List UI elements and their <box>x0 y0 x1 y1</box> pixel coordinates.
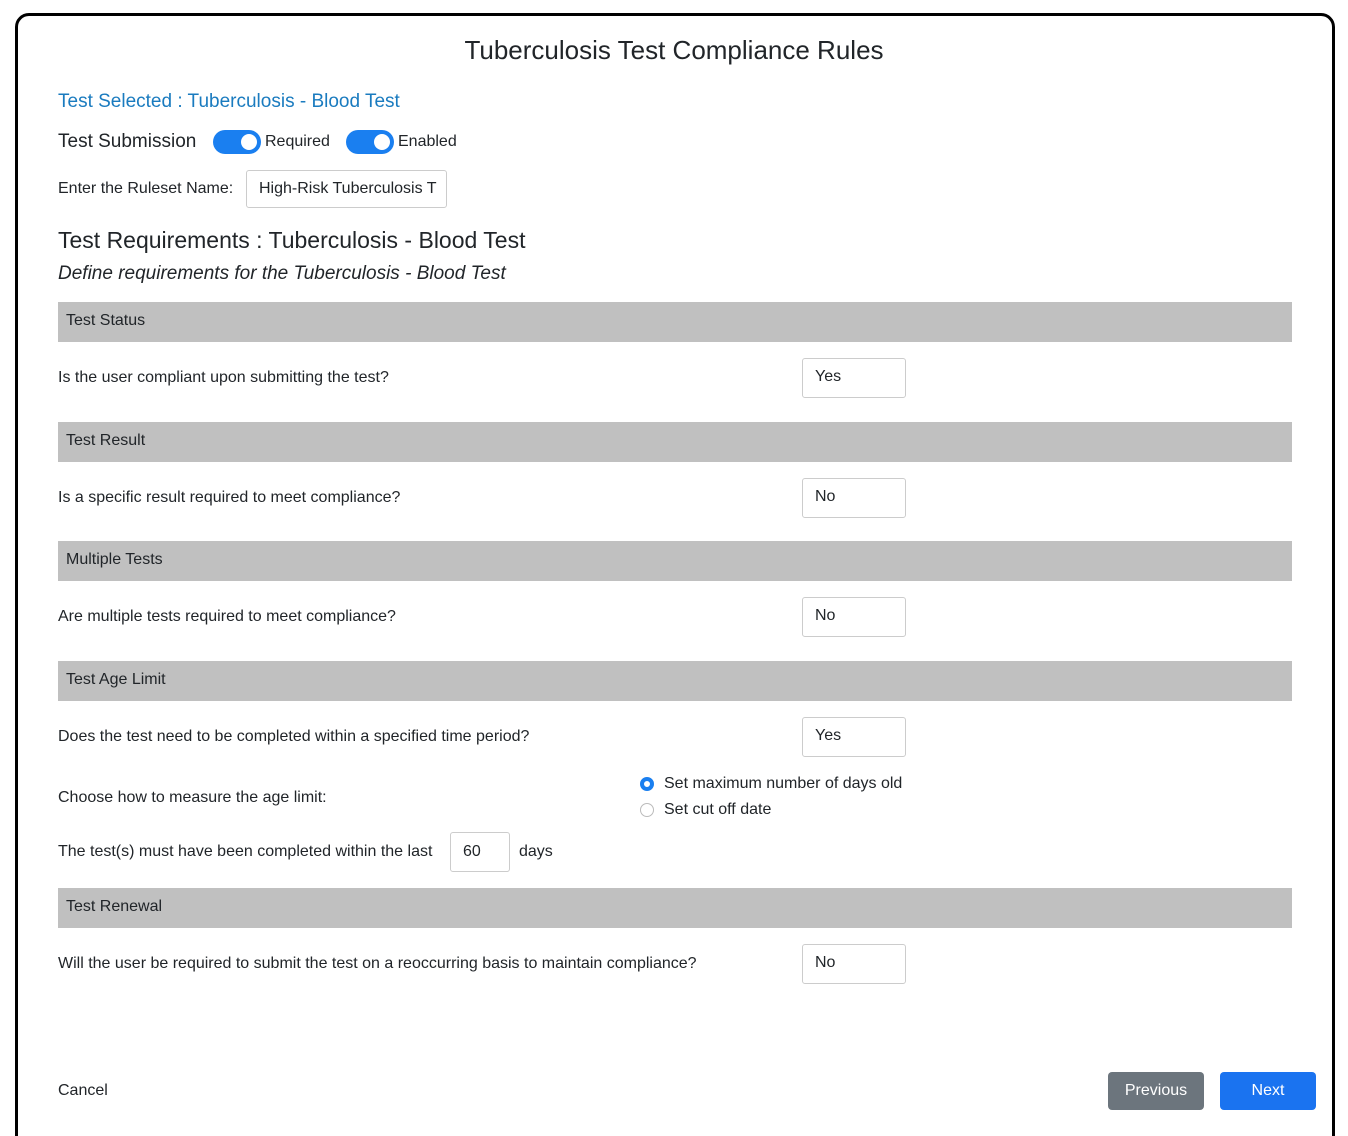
answer: No <box>815 488 836 505</box>
answer: No <box>815 607 836 624</box>
measure-label: Choose how to measure the age limit: <box>58 789 327 806</box>
title: Tuberculosis Test Compliance Rules <box>464 35 884 65</box>
answer-select[interactable]: Yes <box>802 358 906 398</box>
radio[interactable] <box>640 803 654 817</box>
radio[interactable] <box>640 777 654 791</box>
answer-select[interactable]: Yes <box>802 717 906 757</box>
previous-button[interactable]: Previous <box>1108 1072 1204 1110</box>
answer: No <box>815 954 836 971</box>
section-header: Test Status <box>58 302 1292 342</box>
days-value: 60 <box>463 843 481 860</box>
next-button[interactable]: Next <box>1220 1072 1316 1110</box>
section-title: Test Result <box>66 432 146 449</box>
days-prefix: The test(s) must have been completed wit… <box>58 843 433 860</box>
question: Are multiple tests required to meet comp… <box>58 608 396 625</box>
answer-select[interactable]: No <box>802 478 906 518</box>
section-header: Test Age Limit <box>58 661 1292 701</box>
section-header: Test Renewal <box>58 888 1292 928</box>
ruleset-value: High-Risk Tuberculosis T <box>259 180 437 197</box>
requirements-subheading: Define requirements for the Tuberculosis… <box>58 263 506 284</box>
submission-label: Test Submission <box>58 131 197 152</box>
radio-label: Set cut off date <box>664 801 772 818</box>
radio-label: Set maximum number of days old <box>664 775 903 792</box>
answer-select[interactable]: No <box>802 944 906 984</box>
days-input[interactable]: 60 <box>450 832 510 872</box>
answer: Yes <box>815 368 842 385</box>
test-selected: Test Selected : Tuberculosis - Blood Tes… <box>58 91 400 112</box>
requirements-heading: Test Requirements : Tuberculosis - Blood… <box>58 227 526 253</box>
section-header: Multiple Tests <box>58 541 1292 581</box>
question: Will the user be required to submit the … <box>58 955 697 972</box>
section-header: Test Result <box>58 422 1292 462</box>
ruleset-label: Enter the Ruleset Name: <box>58 180 234 197</box>
section-title: Test Status <box>66 312 146 329</box>
section-title: Multiple Tests <box>66 551 163 568</box>
toggle-label: Enabled <box>398 133 457 150</box>
answer-select[interactable]: No <box>802 597 906 637</box>
dialog <box>15 13 1335 1136</box>
toggle[interactable] <box>346 130 394 154</box>
cancel[interactable]: Cancel <box>58 1082 108 1099</box>
question: Is the user compliant upon submitting th… <box>58 369 389 386</box>
toggle[interactable] <box>213 130 261 154</box>
section-title: Test Renewal <box>66 898 163 915</box>
question: Is a specific result required to meet co… <box>58 489 401 506</box>
section-title: Test Age Limit <box>66 671 166 688</box>
answer: Yes <box>815 727 842 744</box>
question: Does the test need to be completed withi… <box>58 728 530 745</box>
days-suffix: days <box>519 843 553 860</box>
toggle-label: Required <box>265 133 330 150</box>
ruleset-input[interactable]: High-Risk Tuberculosis T <box>246 170 447 208</box>
